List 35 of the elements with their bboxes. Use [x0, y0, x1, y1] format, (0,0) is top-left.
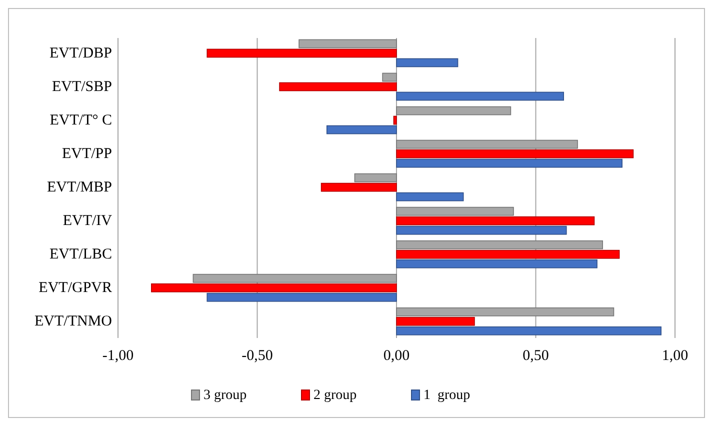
y-tick-label: EVT/LBC	[50, 246, 112, 262]
y-tick-label: EVT/IV	[62, 212, 112, 229]
bar	[326, 125, 397, 134]
bar	[396, 316, 475, 326]
bar	[396, 158, 622, 168]
y-tick-label: EVT/TNMO	[34, 314, 112, 330]
legend-label: 1 group	[424, 388, 470, 404]
x-tick-label: -1,00	[102, 348, 134, 364]
legend-label: 3 group	[204, 388, 247, 404]
bar	[206, 292, 397, 302]
bar	[396, 326, 662, 336]
x-tick-label: 0,50	[522, 348, 549, 364]
bar	[396, 149, 634, 158]
y-tick-label: EVT/PP	[62, 146, 112, 162]
bar	[279, 82, 397, 92]
bar	[396, 226, 567, 235]
y-tick-label: EVT/MBP	[46, 179, 112, 196]
x-tick-label: 0,00	[383, 348, 410, 364]
legend-label: 2 group	[314, 388, 357, 404]
y-tick-label: EVT/SBP	[52, 78, 112, 95]
y-tick-label: EVT/DBP	[49, 45, 112, 62]
x-tick-label: 1,00	[662, 348, 688, 364]
x-tick-label: -0,50	[242, 348, 273, 364]
y-tick-label: EVT/GPVR	[38, 280, 112, 296]
bar	[393, 116, 397, 125]
bar	[320, 182, 397, 192]
bar	[396, 259, 598, 268]
bar	[396, 216, 595, 226]
bar	[396, 58, 458, 68]
bar	[206, 48, 397, 58]
bar	[396, 92, 564, 101]
bar	[151, 283, 397, 292]
y-tick-label: EVT/T° C	[50, 112, 112, 128]
bar	[396, 250, 620, 259]
bar	[396, 192, 464, 202]
